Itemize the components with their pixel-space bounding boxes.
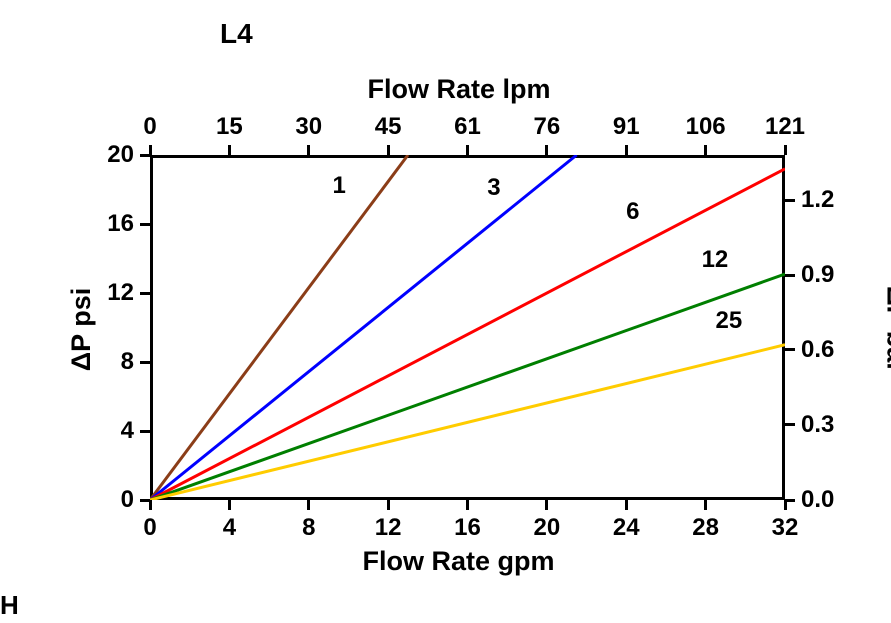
y-left-tick-label: 4 xyxy=(121,417,134,445)
x-top-tick xyxy=(704,145,707,155)
x-bottom-tick-label: 32 xyxy=(755,514,815,542)
x-bottom-tick-label: 16 xyxy=(438,514,498,542)
y-left-tick xyxy=(140,223,150,226)
x-bottom-tick xyxy=(149,500,152,510)
x-top-tick-label: 106 xyxy=(671,113,741,141)
y-left-tick xyxy=(140,499,150,502)
series-label: 3 xyxy=(487,174,500,202)
series-line xyxy=(150,274,785,500)
x-bottom-tick xyxy=(466,500,469,510)
series-line xyxy=(150,155,408,500)
series-label: 1 xyxy=(332,172,345,200)
x-top-tick xyxy=(784,145,787,155)
x-top-tick xyxy=(307,145,310,155)
x-top-tick-label: 45 xyxy=(353,113,423,141)
y-left-tick xyxy=(140,292,150,295)
x-top-tick-label: 0 xyxy=(115,113,185,141)
y-right-tick-label: 1.2 xyxy=(801,186,834,214)
x-bottom-tick-label: 12 xyxy=(358,514,418,542)
x-bottom-tick xyxy=(228,500,231,510)
x-top-tick xyxy=(625,145,628,155)
y-right-tick-label: 0.0 xyxy=(801,486,834,514)
y-right-tick xyxy=(785,348,795,351)
x-top-tick-label: 61 xyxy=(433,113,503,141)
x-bottom-tick xyxy=(784,500,787,510)
y-left-tick-label: 16 xyxy=(107,210,134,238)
x-top-tick-label: 121 xyxy=(750,113,820,141)
y-right-tick xyxy=(785,274,795,277)
y-right-tick-label: 0.3 xyxy=(801,411,834,439)
x-top-tick-label: 76 xyxy=(512,113,582,141)
x-top-tick-label: 30 xyxy=(274,113,344,141)
x-bottom-tick xyxy=(625,500,628,510)
y-right-tick-label: 0.6 xyxy=(801,336,834,364)
y-left-tick xyxy=(140,430,150,433)
x-top-tick xyxy=(466,145,469,155)
x-bottom-tick-label: 8 xyxy=(279,514,339,542)
series-label: 12 xyxy=(702,246,729,274)
y-left-tick xyxy=(140,361,150,364)
x-bottom-tick-label: 24 xyxy=(596,514,656,542)
x-top-tick xyxy=(545,145,548,155)
x-bottom-tick-label: 4 xyxy=(199,514,259,542)
y-left-tick-label: 8 xyxy=(121,348,134,376)
x-bottom-tick-label: 20 xyxy=(517,514,577,542)
y-right-tick-label: 0.9 xyxy=(801,261,834,289)
y-left-tick-label: 12 xyxy=(107,279,134,307)
y-right-tick xyxy=(785,499,795,502)
x-bottom-tick xyxy=(704,500,707,510)
x-bottom-tick xyxy=(387,500,390,510)
y-left-tick-label: 0 xyxy=(121,486,134,514)
x-bottom-tick-label: 0 xyxy=(120,514,180,542)
x-bottom-tick xyxy=(545,500,548,510)
series-label: 25 xyxy=(715,307,742,335)
y-left-tick-label: 20 xyxy=(107,141,134,169)
x-top-tick-label: 15 xyxy=(194,113,264,141)
x-top-tick xyxy=(387,145,390,155)
series-line xyxy=(150,169,785,500)
aux-text-fragment: H xyxy=(0,590,19,621)
y-left-tick xyxy=(140,154,150,157)
x-top-tick-label: 91 xyxy=(591,113,661,141)
y-right-tick xyxy=(785,423,795,426)
x-bottom-tick xyxy=(307,500,310,510)
series-label: 6 xyxy=(626,198,639,226)
y-right-tick xyxy=(785,199,795,202)
x-bottom-tick-label: 28 xyxy=(676,514,736,542)
x-top-tick xyxy=(228,145,231,155)
